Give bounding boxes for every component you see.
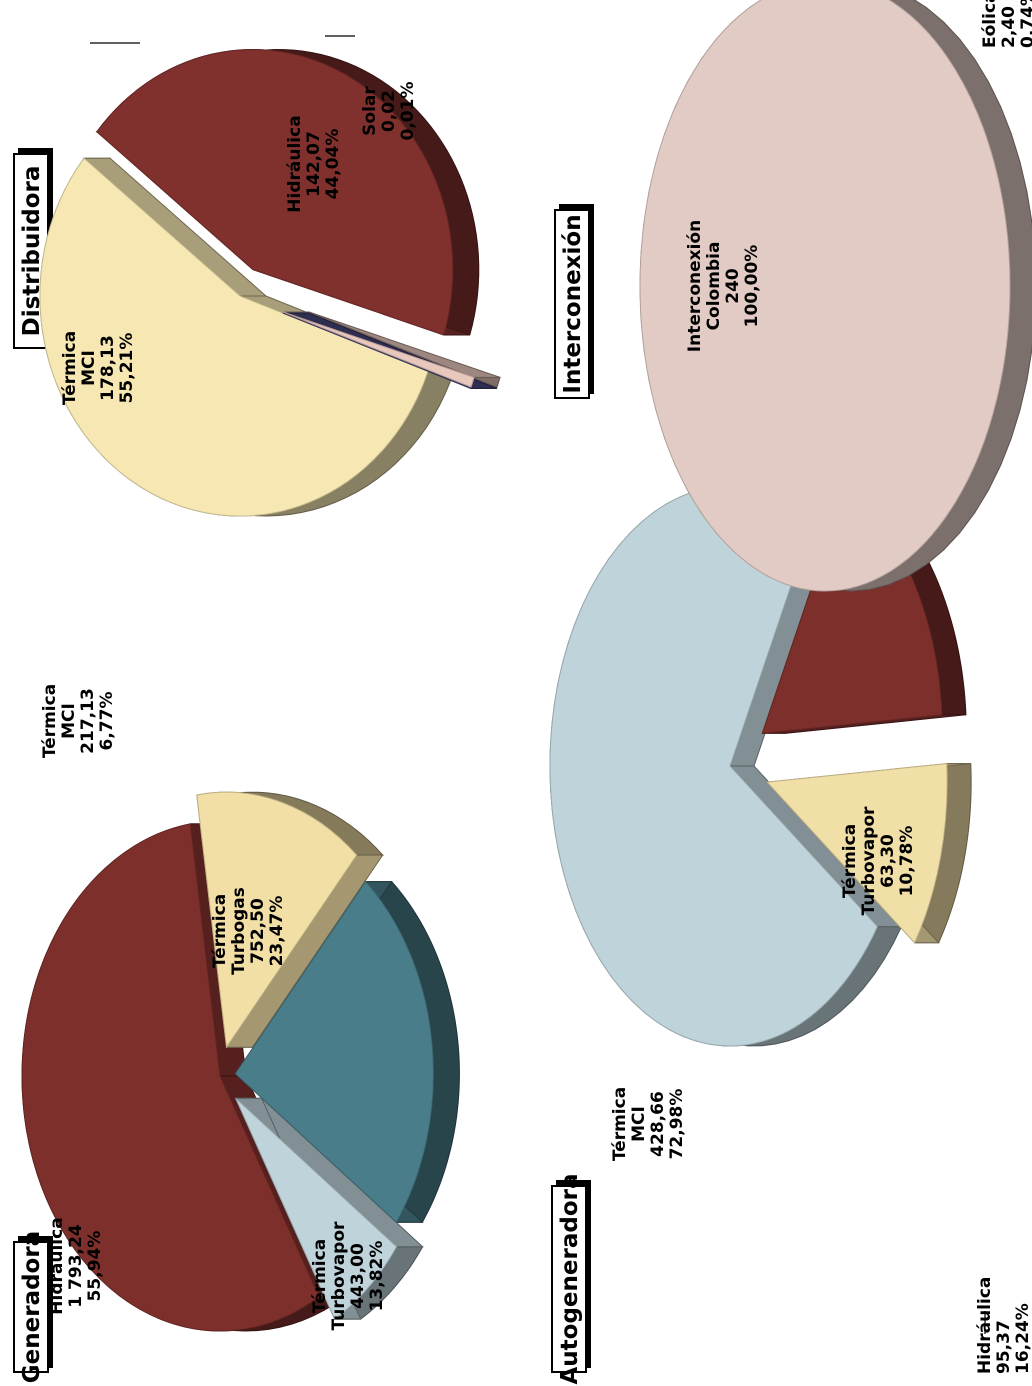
autogeneradora-slice-2 xyxy=(766,763,948,944)
leader-lines xyxy=(90,35,986,1334)
label-dist-hidraulica: Hidráulica142,0744,04% xyxy=(285,115,343,212)
title-interconexion: Interconexión xyxy=(554,204,594,399)
label-gen-hidraulica: Hidráulica1 793,2455,94% xyxy=(47,1217,105,1314)
pie-layer xyxy=(21,0,1032,1332)
distribuidora-slice-3 xyxy=(282,312,472,389)
title-generadora: Generadora xyxy=(13,1231,53,1383)
label-gen-mci: TérmicaMCI217,136,77% xyxy=(40,684,117,758)
title-interconexion-text: Interconexión xyxy=(560,214,586,393)
generadora-slice-0 xyxy=(21,823,320,1332)
label-dist-eolica: Eólica2,400,74% xyxy=(980,0,1032,48)
generadora-slice-3 xyxy=(235,1097,398,1320)
generadora-slice-2 xyxy=(234,880,434,1223)
label-auto-hidraulica: Hidráulica95,3716,24% xyxy=(975,1277,1032,1374)
label-dist-mci: TérmicaMCI178,1355,21% xyxy=(60,331,137,405)
distribuidora-slice-0 xyxy=(39,157,429,517)
slice-labels: Hidráulica1 793,2455,94% TérmicaTurbovapo… xyxy=(40,0,1032,1374)
label-gen-turbogas: TérmicaTurbogas752,5023,47% xyxy=(210,887,287,975)
interconexion-slice-0 xyxy=(639,0,1011,592)
label-auto-turbovapor: TérmicaTurbovapor63,3010,78% xyxy=(840,806,917,915)
label-inter: InterconexiónColombia240100,00% xyxy=(685,220,762,352)
title-autogeneradora-text: Autogeneradora xyxy=(557,1174,583,1385)
distribuidora-slice-1 xyxy=(96,49,454,336)
label-dist-solar: Solar0,020,01% xyxy=(360,82,418,141)
label-gen-turbovapor: TérmicaTurbovapor443,0013,82% xyxy=(310,1221,387,1330)
title-autogeneradora: Autogeneradora xyxy=(551,1174,591,1385)
distribuidora-slice-2 xyxy=(282,311,475,388)
generadora-slice-1 xyxy=(196,791,358,1049)
title-generadora-text: Generadora xyxy=(19,1231,45,1383)
label-auto-mci: TérmicaMCI428,6672,98% xyxy=(610,1087,687,1161)
